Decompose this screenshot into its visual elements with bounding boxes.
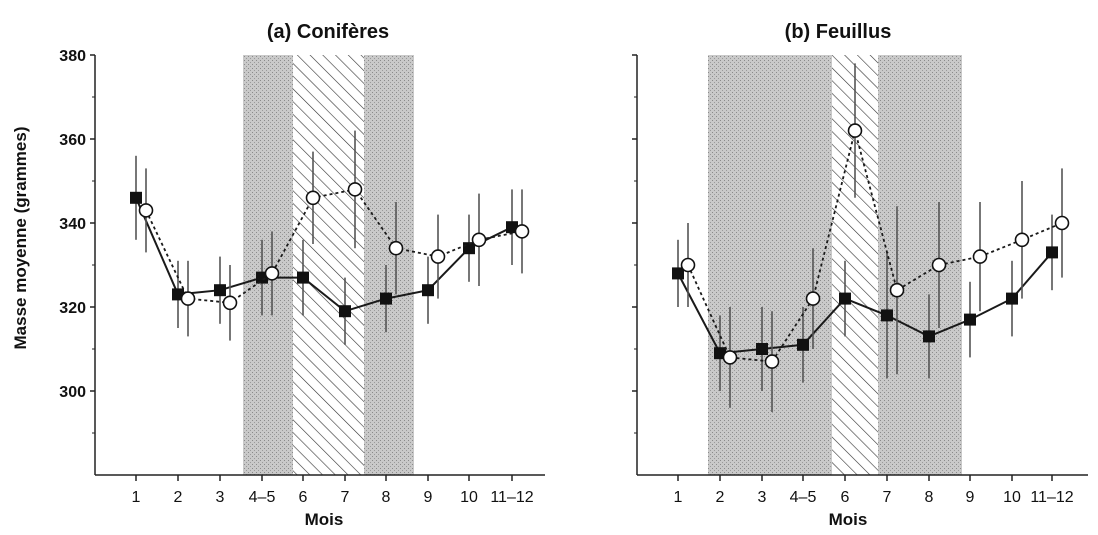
filled-square-marker bbox=[839, 292, 851, 305]
filled-square-marker bbox=[672, 267, 684, 280]
open-circle-marker bbox=[931, 257, 947, 273]
x-tick-label: 3 bbox=[216, 489, 225, 506]
open-circle-marker bbox=[138, 203, 154, 218]
panel-b-title: (b) Feuillus bbox=[785, 21, 892, 43]
shaded-period-stipple bbox=[878, 55, 962, 475]
panel-a-x-axis-label: Mois bbox=[305, 510, 344, 529]
x-tick-label: 9 bbox=[424, 489, 433, 506]
open-circle-marker bbox=[972, 249, 988, 264]
x-tick-label: 9 bbox=[966, 489, 975, 506]
open-circle-marker bbox=[847, 123, 863, 138]
shaded-period-stipple bbox=[364, 55, 414, 475]
open-circle-marker bbox=[180, 291, 196, 306]
open-circle-marker bbox=[889, 282, 905, 298]
series-open-circle-line bbox=[687, 130, 1063, 363]
y-tick-label: 380 bbox=[59, 48, 86, 65]
filled-square-marker bbox=[297, 271, 309, 284]
shaded-period-hatch bbox=[293, 55, 364, 475]
x-tick-label: 7 bbox=[341, 489, 350, 506]
open-circle-marker bbox=[430, 249, 446, 264]
open-circle-marker bbox=[305, 190, 321, 206]
filled-square-marker bbox=[214, 284, 226, 297]
x-tick-label: 7 bbox=[883, 489, 892, 506]
x-tick-label: 11–12 bbox=[1030, 489, 1073, 506]
x-tick-label: 8 bbox=[925, 489, 934, 506]
open-circle-marker bbox=[222, 295, 238, 311]
panel-a-title: (a) Conifères bbox=[267, 21, 389, 43]
open-circle-marker bbox=[514, 224, 530, 239]
series-filled-square-line bbox=[677, 251, 1053, 355]
series-filled-square-line bbox=[135, 197, 513, 313]
y-tick-label: 340 bbox=[59, 216, 86, 233]
filled-square-marker bbox=[964, 313, 976, 326]
x-tick-label: 10 bbox=[460, 489, 478, 506]
x-tick-label: 11–12 bbox=[490, 489, 533, 506]
panel-b-plot: 1 2 3 4–5 6 7 8 9 10 11–12 bbox=[632, 54, 1088, 506]
x-tick-label: 6 bbox=[841, 489, 850, 506]
x-tick-label: 2 bbox=[716, 489, 725, 506]
open-circle-marker bbox=[680, 257, 696, 273]
open-circle-marker bbox=[1014, 232, 1030, 248]
x-tick-label: 1 bbox=[674, 489, 683, 506]
open-circle-marker bbox=[764, 354, 780, 369]
panel-b-x-axis-label: Mois bbox=[829, 510, 868, 529]
filled-square-marker bbox=[1046, 246, 1058, 259]
x-tick-label: 8 bbox=[382, 489, 391, 506]
x-tick-label: 2 bbox=[174, 489, 183, 506]
y-tick-label: 360 bbox=[59, 132, 86, 149]
filled-square-marker bbox=[130, 191, 142, 204]
open-circle-marker bbox=[1054, 215, 1070, 231]
open-circle-marker bbox=[388, 240, 404, 256]
filled-square-marker bbox=[881, 309, 893, 322]
filled-square-marker bbox=[756, 343, 768, 355]
x-tick-label: 10 bbox=[1003, 489, 1021, 506]
x-tick-label: 3 bbox=[758, 489, 767, 506]
shaded-period-stipple bbox=[708, 55, 832, 475]
series-open-circle-line bbox=[145, 188, 523, 304]
panel-a-plot: 300 320 340 360 380 1 2 3 4–5 6 7 8 9 10 11–12 bbox=[59, 48, 545, 506]
filled-square-marker bbox=[422, 284, 434, 297]
x-tick-label: 4–5 bbox=[790, 489, 817, 506]
x-tick-label: 4–5 bbox=[249, 489, 276, 506]
open-circle-marker bbox=[471, 232, 487, 248]
filled-square-marker bbox=[380, 292, 392, 305]
shaded-period-stipple bbox=[243, 55, 293, 475]
y-axis-label: Masse moyenne (grammes) bbox=[11, 127, 30, 350]
x-tick-label: 1 bbox=[132, 489, 141, 506]
y-tick-label: 300 bbox=[59, 384, 86, 401]
x-tick-label: 6 bbox=[299, 489, 308, 506]
filled-square-marker bbox=[923, 330, 935, 343]
open-circle-marker bbox=[264, 266, 280, 281]
filled-square-marker bbox=[1006, 292, 1018, 305]
open-circle-marker bbox=[805, 291, 821, 306]
y-tick-label: 320 bbox=[59, 300, 86, 317]
filled-square-marker bbox=[797, 338, 809, 351]
open-circle-marker bbox=[722, 350, 738, 365]
open-circle-marker bbox=[347, 182, 363, 197]
filled-square-marker bbox=[339, 305, 351, 318]
